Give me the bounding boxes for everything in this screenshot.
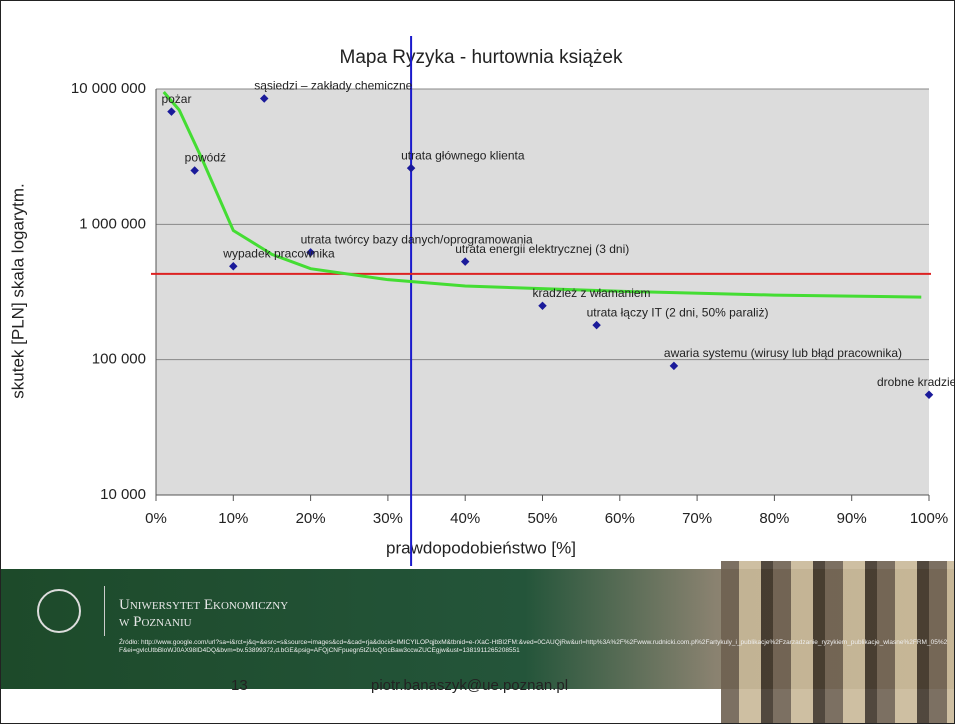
point	[669, 361, 679, 371]
point	[538, 301, 547, 311]
x-tick-label: 40%	[450, 510, 480, 527]
point	[592, 320, 601, 330]
x-tick-label: 50%	[527, 510, 557, 527]
plot-area	[156, 89, 929, 495]
point-label: utrata energii elektrycznej (3 dni)	[455, 242, 629, 256]
x-tick-label: 0%	[145, 510, 167, 527]
x-tick-label: 80%	[759, 510, 789, 527]
email: piotr.banaszyk@ue.poznan.pl	[371, 677, 569, 694]
y-tick-label: 100 000	[92, 351, 146, 368]
logo	[37, 589, 81, 633]
page-number: 13	[231, 677, 248, 694]
x-tick-label: 70%	[682, 510, 712, 527]
y-tick-label: 1 000 000	[79, 215, 146, 232]
point-label: drobne kradzieże	[877, 375, 954, 389]
y-axis-label: skutek [PLN] skala logarytm.	[8, 183, 27, 398]
point	[460, 257, 470, 266]
x-tick-label: 90%	[837, 510, 867, 527]
chart: Mapa Ryzyka - hurtownia książek prawdopo…	[8, 36, 954, 566]
photo	[721, 561, 954, 723]
university-city: w Poznaniu	[119, 614, 192, 630]
source-note: Źródło: http://www.google.com/url?sa=i&r…	[119, 639, 948, 654]
chart-title: Mapa Ryzyka - hurtownia książek	[340, 47, 623, 68]
point-label: utrata głównego klienta	[401, 148, 525, 162]
university-name: Uniwersytet Ekonomiczny	[119, 597, 289, 613]
point-label: kradzież z włamaniem	[533, 286, 651, 300]
x-tick-label: 20%	[296, 510, 326, 527]
x-axis-label: prawdopodobieństwo [%]	[386, 538, 576, 557]
x-tick-label: 10%	[218, 510, 248, 527]
point-label: utrata łączy IT (2 dni, 50% paraliż)	[587, 305, 769, 319]
trend-curve	[162, 91, 922, 299]
point-label: powódź	[185, 151, 226, 165]
point-label: sąsiedzi – zakłady chemiczne	[254, 79, 412, 93]
point-label: wypadek pracownika	[222, 246, 335, 260]
point	[167, 107, 176, 116]
separator	[104, 586, 105, 636]
y-tick-label: 10 000	[100, 486, 146, 503]
x-tick-label: 100%	[910, 510, 948, 527]
point	[190, 166, 199, 175]
point	[229, 262, 238, 271]
point	[259, 94, 269, 103]
point-label: awaria systemu (wirusy lub błąd pracowni…	[664, 346, 902, 360]
point-label: utrata twórcy bazy danych/oprogramowania	[301, 233, 533, 247]
point-label: pożar	[161, 92, 191, 106]
x-tick-label: 60%	[605, 510, 635, 527]
point	[306, 248, 315, 257]
y-tick-label: 10 000 000	[71, 80, 146, 97]
point	[406, 163, 416, 173]
point	[924, 390, 934, 400]
x-tick-label: 30%	[373, 510, 403, 527]
